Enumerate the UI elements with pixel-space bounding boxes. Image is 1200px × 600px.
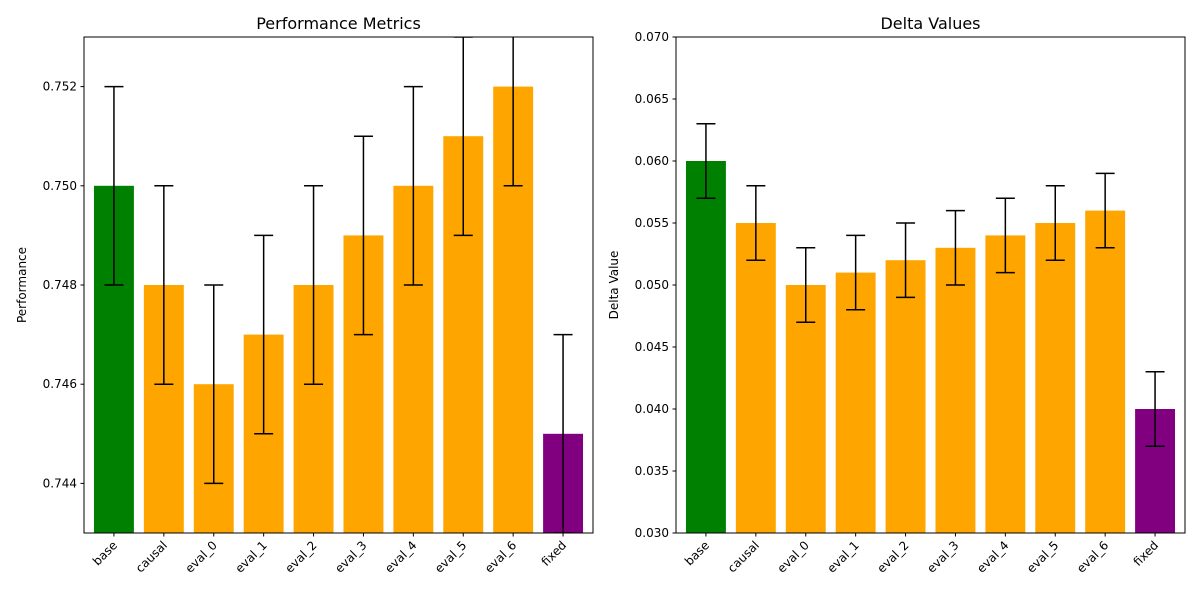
y-tick-label: 0.070 (635, 30, 669, 44)
bar-causal (735, 223, 776, 533)
y-axis-label: Delta Value (607, 251, 621, 320)
chart-delta-values: Delta Values Delta Value 0.030 0.035 0.040… (607, 14, 1186, 576)
y-ticks-group: 0.030 0.035 0.040 0.045 0.050 0.055 0.060 0.065… (635, 30, 676, 540)
bar-eval_4 (985, 235, 1026, 533)
bar-eval_1 (835, 272, 876, 533)
bar-eval_0 (785, 285, 826, 533)
y-tick-label: 0.752 (43, 80, 77, 94)
y-tick-label: 0.746 (43, 377, 77, 391)
chart-title: Performance Metrics (256, 14, 421, 33)
bars-group (685, 161, 1176, 533)
chart-performance-metrics: Performance Metrics Performance 0.7440.7… (15, 14, 594, 576)
bar-eval_6 (1085, 210, 1126, 533)
y-tick-label: 0.050 (635, 278, 669, 292)
bar-eval_2 (885, 260, 926, 533)
y-tick-label: 0.065 (635, 92, 669, 106)
y-tick-label: 0.035 (635, 464, 669, 478)
error-bars-group (696, 123, 1165, 447)
y-tick-label: 0.748 (43, 278, 77, 292)
bar-eval_3 (935, 247, 976, 533)
y-tick-label: 0.060 (635, 154, 669, 168)
y-tick-label: 0.750 (43, 179, 77, 193)
bar-eval_5 (1035, 223, 1076, 533)
y-ticks-group: 0.744 0.746 0.748 0.750 0.752 (43, 80, 84, 490)
chart-title: Delta Values (880, 14, 980, 33)
y-tick-label: 0.040 (635, 402, 669, 416)
y-tick-label: 0.030 (635, 526, 669, 540)
y-tick-label: 0.744 (43, 476, 77, 490)
error-bars-group (104, 37, 573, 533)
y-tick-label: 0.045 (635, 340, 669, 354)
bar-base (685, 161, 726, 533)
y-axis-label: Performance (15, 247, 29, 323)
y-tick-label: 0.055 (635, 216, 669, 230)
